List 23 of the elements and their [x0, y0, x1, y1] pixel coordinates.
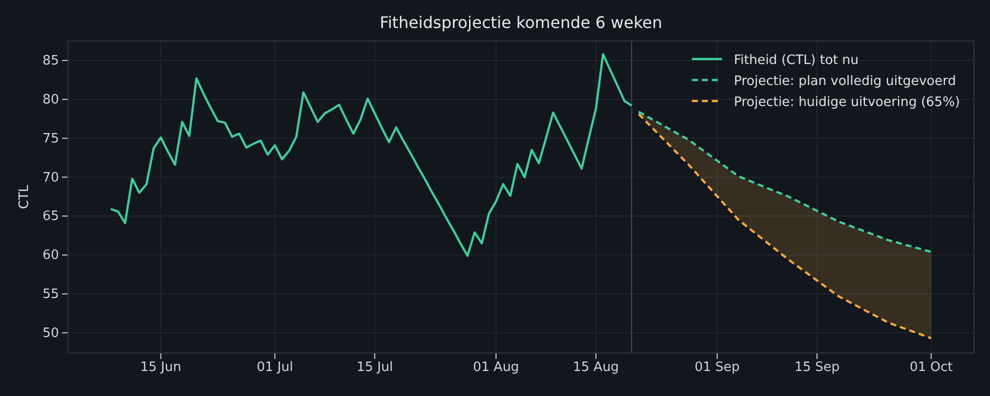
- x-tick-label: 15 Sep: [794, 360, 840, 376]
- x-tick-label: 01 Jul: [256, 360, 294, 376]
- legend-label: Projectie: plan volledig uitgevoerd: [734, 74, 956, 89]
- y-tick-label: 60: [42, 248, 59, 264]
- y-tick-label: 55: [42, 287, 59, 302]
- y-tick-label: 80: [42, 92, 59, 108]
- y-tick-label: 70: [42, 170, 59, 186]
- line-series: [110, 53, 633, 257]
- x-tick-label: 15 Aug: [572, 360, 619, 376]
- x-tick-label: 01 Aug: [473, 360, 520, 376]
- legend-label: Projectie: huidige uitvoering (65%): [734, 95, 960, 110]
- y-tick-label: 65: [42, 209, 59, 224]
- x-tick-label: 15 Jul: [356, 360, 393, 376]
- y-tick-label: 75: [42, 131, 59, 146]
- y-tick-label: 85: [42, 54, 59, 69]
- x-tick-label: 01 Sep: [694, 360, 740, 376]
- chart-title: Fitheidsprojectie komende 6 weken: [380, 13, 662, 32]
- y-tick-label: 50: [42, 326, 59, 341]
- y-axis-title: CTL: [17, 184, 32, 210]
- x-tick-label: 01 Oct: [910, 360, 953, 376]
- legend-label: Fitheid (CTL) tot nu: [734, 53, 859, 68]
- line-series: [638, 110, 932, 253]
- x-tick-label: 15 Jun: [140, 360, 182, 376]
